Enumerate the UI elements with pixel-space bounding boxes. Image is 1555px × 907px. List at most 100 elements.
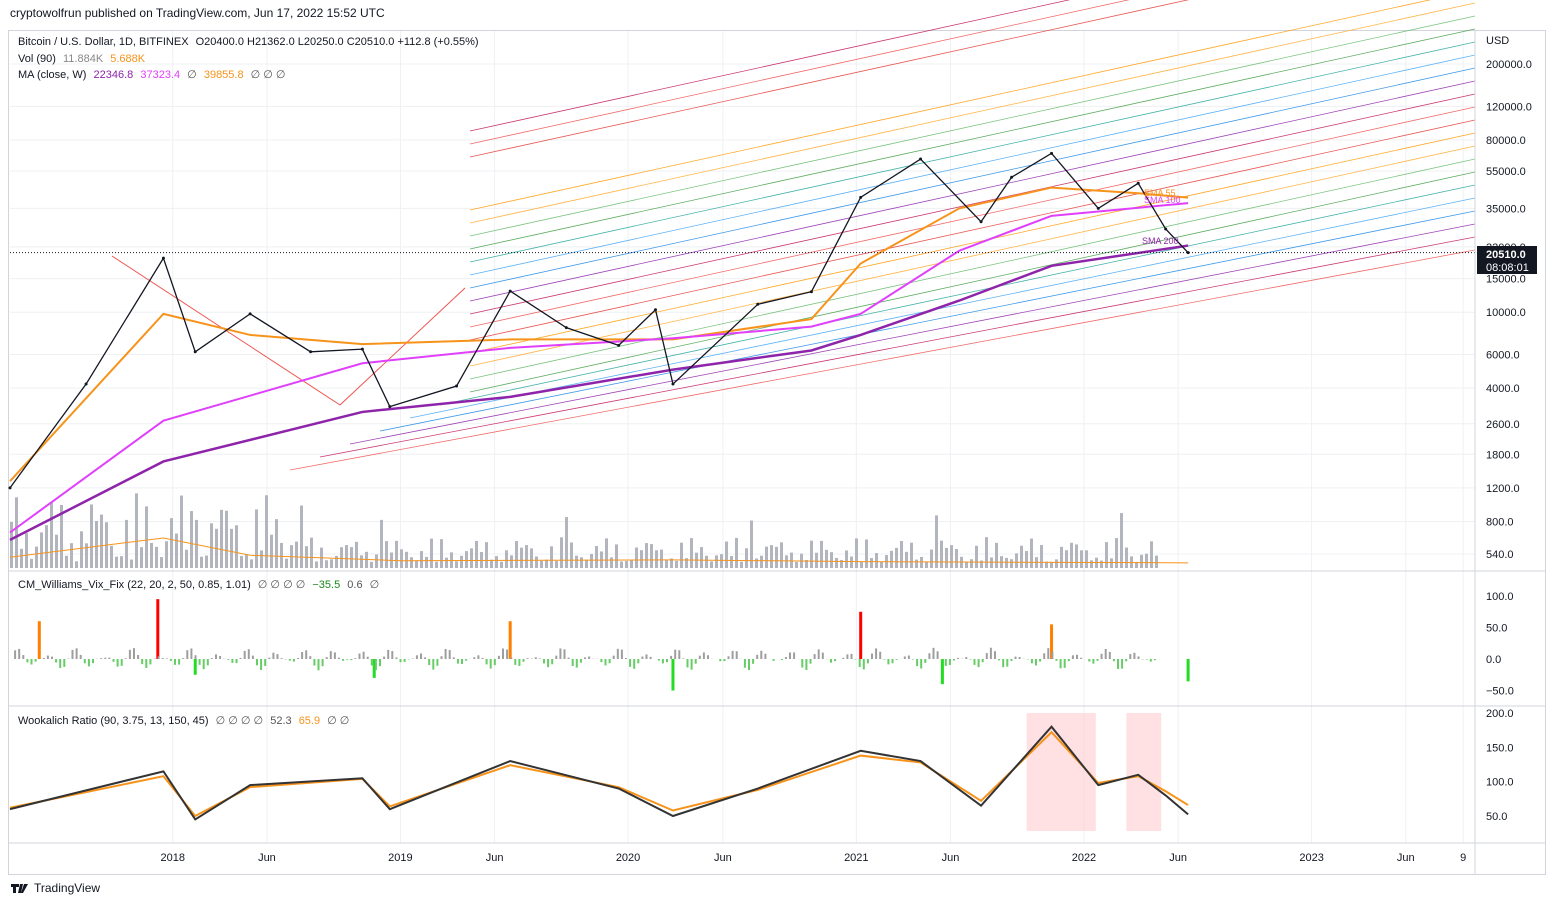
volume-bar (635, 547, 638, 568)
vix-bar (395, 657, 398, 659)
wr-ratio-line (9, 725, 1189, 821)
volume-bar (740, 561, 743, 568)
volume-bar (385, 541, 388, 568)
volume-bar (490, 559, 493, 568)
vix-label[interactable]: CM_Williams_Vix_Fix (22, 20, 2, 50, 0.85… (18, 579, 251, 591)
volume-bar (1120, 513, 1123, 568)
vix-bar (891, 659, 894, 664)
vix-bar (415, 655, 418, 659)
price-point (388, 405, 392, 409)
ma-label[interactable]: MA (close, W) (18, 69, 87, 81)
vix-bar (301, 652, 304, 659)
volume-bar (645, 543, 648, 568)
volume-bar (120, 556, 123, 568)
vix-bar (260, 659, 263, 670)
volume-bars (9, 493, 1189, 568)
vix-bar (907, 655, 910, 659)
vix-bar (116, 659, 119, 667)
channel-line (469, 0, 1130, 145)
vix-bar (22, 655, 25, 659)
volume-bar (760, 555, 763, 568)
chart-frame (8, 30, 1546, 875)
vix-bar (75, 648, 78, 659)
price-point (455, 384, 459, 388)
volume-bar (235, 525, 238, 568)
vix-bar (784, 656, 787, 659)
volume-bar (855, 538, 858, 568)
vix-bar (34, 659, 37, 662)
volume-bar (895, 547, 898, 568)
volume-bar (460, 555, 463, 568)
volume-bar (225, 510, 228, 568)
vol-label[interactable]: Vol (90) (18, 53, 56, 65)
vix-bar (251, 655, 254, 659)
volume-bar (280, 542, 283, 568)
volume-bar (585, 559, 588, 568)
price-point (671, 382, 675, 386)
vix-bar (551, 659, 554, 665)
wr-tick-label: 200.0 (1486, 708, 1514, 720)
ma-value-1: 22346.8 (93, 69, 134, 81)
vix-bar (1050, 624, 1054, 659)
price-series (8, 151, 1475, 490)
vix-bar (502, 648, 504, 659)
volume-bar (755, 558, 758, 568)
vix-bar (600, 659, 603, 663)
currency-label: USD (1486, 35, 1509, 47)
vix-bar (940, 659, 944, 685)
vix-bar (649, 656, 652, 659)
volume-bar (435, 561, 438, 568)
volume-bar (595, 546, 598, 568)
price-tick-label: 4000.0 (1486, 383, 1520, 395)
price-point (84, 382, 88, 386)
volume-bar (1050, 561, 1053, 568)
volume-bar (500, 561, 503, 568)
vix-bar (604, 659, 607, 666)
vix-bar (862, 659, 865, 670)
wr-tick-label: 50.0 (1486, 811, 1507, 823)
vix-bar (707, 655, 709, 659)
vix-bar (698, 655, 701, 659)
vix-bar (161, 658, 164, 659)
wr-highlight (1026, 713, 1096, 831)
volume-bar (380, 519, 383, 568)
volume-bar (945, 547, 948, 568)
volume-bar (545, 559, 548, 568)
vix-bar (637, 659, 640, 664)
footer-brand[interactable]: TradingView (34, 881, 101, 895)
volume-bar (865, 539, 868, 568)
volume-bar (295, 541, 298, 568)
vix-bar (1100, 653, 1103, 659)
vix-bar (477, 655, 480, 659)
channel-line (469, 0, 1190, 158)
volume-bar (175, 533, 178, 568)
time-tick-label: 2020 (616, 852, 640, 864)
volume-bar (620, 561, 623, 568)
vix-bar (616, 648, 619, 659)
vix-bar (1133, 652, 1136, 659)
price-point (809, 290, 813, 294)
vix-bar (100, 658, 103, 659)
volume-bar (1085, 550, 1088, 568)
channel-line (379, 210, 1476, 432)
vix-bar (128, 649, 131, 659)
volume-bar (1025, 551, 1028, 568)
vix-bar (329, 651, 332, 659)
price-tick-label: 35000.0 (1486, 203, 1526, 215)
vix-bar (358, 653, 361, 659)
vix-bar (182, 658, 185, 659)
wr-label[interactable]: Wookalich Ratio (90, 3.75, 13, 150, 45) (18, 715, 209, 727)
axes: 540.0 800.0 1200.0 1800.0 2600.0 4000.0 6000.0… (9, 31, 1546, 875)
vix-bar (584, 657, 586, 659)
vix-bar (272, 652, 275, 659)
price-label-countdown: 08:08:01 (1486, 262, 1529, 274)
price-point (653, 308, 657, 312)
vix-bar (317, 659, 320, 671)
symbol-name[interactable]: Bitcoin / U.S. Dollar, 1D, BITFINEX (18, 36, 189, 48)
channel-line (469, 80, 1476, 302)
volume-bar (655, 550, 658, 568)
time-tick-label: Jun (1397, 852, 1415, 864)
volume-bar (770, 545, 773, 568)
vix-bar (198, 659, 201, 665)
